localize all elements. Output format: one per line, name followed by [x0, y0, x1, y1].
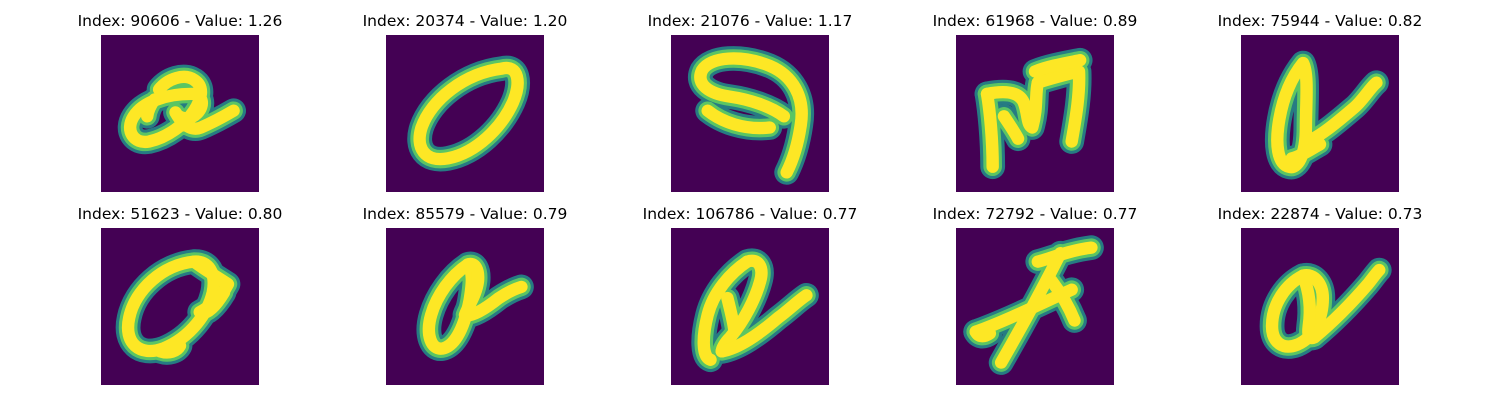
digit-glyph [956, 228, 1114, 385]
panel-title: Index: 51623 - Value: 0.80 [77, 205, 283, 223]
panel-1: Index: 90606 - Value: 1.26 [70, 11, 290, 192]
panel-title: Index: 21076 - Value: 1.17 [647, 12, 853, 30]
digit-image [386, 228, 544, 385]
digit-image [386, 35, 544, 192]
digit-glyph [956, 35, 1114, 192]
digit-glyph [101, 228, 259, 385]
digit-image [956, 228, 1114, 385]
digit-glyph [1241, 228, 1399, 385]
digit-image [1241, 35, 1399, 192]
digit-glyph [671, 228, 829, 385]
panel-9: Index: 72792 - Value: 0.77 [925, 204, 1145, 385]
digit-glyph [1241, 35, 1399, 192]
panel-5: Index: 75944 - Value: 0.82 [1210, 11, 1430, 192]
panel-title: Index: 90606 - Value: 1.26 [77, 12, 283, 30]
panel-6: Index: 51623 - Value: 0.80 [70, 204, 290, 385]
digit-glyph [386, 228, 544, 385]
digit-image [1241, 228, 1399, 385]
panel-4: Index: 61968 - Value: 0.89 [925, 11, 1145, 192]
panel-title: Index: 61968 - Value: 0.89 [932, 12, 1138, 30]
panel-2: Index: 20374 - Value: 1.20 [355, 11, 575, 192]
panel-title: Index: 85579 - Value: 0.79 [362, 205, 568, 223]
digit-image [671, 35, 829, 192]
panel-title: Index: 75944 - Value: 0.82 [1217, 12, 1423, 30]
panel-7: Index: 85579 - Value: 0.79 [355, 204, 575, 385]
digit-image [956, 35, 1114, 192]
panel-title: Index: 72792 - Value: 0.77 [932, 205, 1138, 223]
panel-title: Index: 20374 - Value: 1.20 [362, 12, 568, 30]
panel-8: Index: 106786 - Value: 0.77 [640, 204, 860, 385]
panel-title: Index: 22874 - Value: 0.73 [1217, 205, 1423, 223]
digit-image [101, 228, 259, 385]
panel-3: Index: 21076 - Value: 1.17 [640, 11, 860, 192]
panel-10: Index: 22874 - Value: 0.73 [1210, 204, 1430, 385]
digit-glyph [671, 35, 829, 192]
digit-image [671, 228, 829, 385]
panel-title: Index: 106786 - Value: 0.77 [642, 205, 858, 223]
digit-glyph [101, 35, 259, 192]
digit-image [101, 35, 259, 192]
digit-glyph [386, 35, 544, 192]
